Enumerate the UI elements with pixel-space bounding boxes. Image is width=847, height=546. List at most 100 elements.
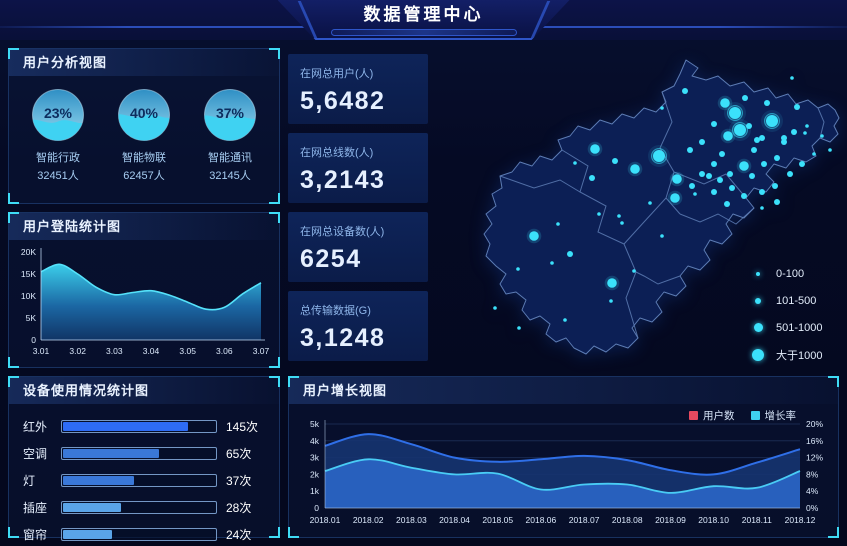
corner-accent <box>269 527 280 538</box>
bar-track <box>61 474 217 487</box>
gauge-count: 32451人 <box>37 170 79 182</box>
stat-label: 在网总设备数(人) <box>300 226 385 238</box>
scatter-points <box>493 76 832 330</box>
map-outline <box>483 59 840 355</box>
stat-card-total-devices: 在网总设备数(人) 6254 <box>288 212 428 282</box>
bar-value: 28次 <box>226 501 252 515</box>
corner-accent <box>269 212 280 223</box>
bar-fill <box>63 503 121 512</box>
legend-label: 大于1000 <box>776 349 823 362</box>
svg-text:2018.03: 2018.03 <box>396 515 427 525</box>
bar-value: 145次 <box>226 420 259 434</box>
svg-text:0: 0 <box>31 335 36 345</box>
legend-label: 101-500 <box>776 294 817 307</box>
stat-value: 6254 <box>300 245 362 273</box>
svg-text:3.05: 3.05 <box>179 346 196 356</box>
corner-accent <box>269 357 280 368</box>
svg-text:2018.01: 2018.01 <box>310 515 341 525</box>
bar-fill <box>63 449 159 458</box>
liquid-gauge-comm[interactable]: 37% 智能通讯 32145人 <box>187 88 272 183</box>
corner-accent <box>269 376 280 387</box>
svg-text:1k: 1k <box>310 486 320 496</box>
svg-text:2018.08: 2018.08 <box>612 515 643 525</box>
bar-value: 65次 <box>226 447 252 461</box>
svg-text:2018.02: 2018.02 <box>353 515 384 525</box>
stat-card-total-users: 在网总用户(人) 5,6482 <box>288 54 428 124</box>
bar-category: 红外 <box>23 420 48 434</box>
svg-text:2k: 2k <box>310 469 320 479</box>
panel-user-analysis: 用户分析视图 23% 智能行政 32451人 40% 智能物联 62457人 3… <box>8 48 280 204</box>
stat-label: 总传输数据(G) <box>300 305 371 317</box>
svg-text:3.04: 3.04 <box>143 346 160 356</box>
svg-text:20%: 20% <box>806 419 823 429</box>
legend-label: 用户数 <box>703 410 735 422</box>
device-bar-chart[interactable]: 红外 145次 空调 65次 灯 37次 插座 28次 窗帘 <box>9 404 279 546</box>
bar-fill <box>63 530 112 539</box>
growth-area-chart[interactable]: 0 1k 2k 3k 4k 5k 0% 4% 8% 12% 16% 20% 2018.01 2018.02… <box>289 404 838 537</box>
liquid-gauge-circle: 40% <box>117 88 171 142</box>
bar-category: 窗帘 <box>23 528 48 542</box>
svg-text:2018.07: 2018.07 <box>569 515 600 525</box>
gauge-row: 23% 智能行政 32451人 40% 智能物联 62457人 37% 智能通讯… <box>9 76 279 183</box>
legend-label: 增长率 <box>764 410 797 422</box>
panel-user-growth: 用户增长视图 用户数 增长率 0 1k 2k 3k 4k 5k 0% 4% 8% 12% 16% 20… <box>288 376 839 538</box>
stat-card-total-lines: 在网总线数(人) 3,2143 <box>288 133 428 203</box>
liquid-gauge-iot[interactable]: 40% 智能物联 62457人 <box>101 88 186 183</box>
legend-row-0-100[interactable]: 0-100 <box>750 260 823 287</box>
svg-text:3.02: 3.02 <box>69 346 86 356</box>
panel-title-user-analysis: 用户分析视图 <box>9 49 279 76</box>
svg-text:3.07: 3.07 <box>253 346 270 356</box>
svg-text:4k: 4k <box>310 436 320 446</box>
svg-text:3.03: 3.03 <box>106 346 123 356</box>
legend-item-growth-rate[interactable]: 增长率 <box>750 408 797 423</box>
stat-value: 3,2143 <box>300 166 386 194</box>
corner-accent <box>8 527 19 538</box>
svg-text:5k: 5k <box>310 419 320 429</box>
svg-text:12%: 12% <box>806 453 823 463</box>
svg-text:8%: 8% <box>806 469 819 479</box>
bar-row-ac: 空调 65次 <box>23 441 265 466</box>
stat-label: 在网总用户(人) <box>300 68 374 80</box>
gauge-count: 62457人 <box>123 170 165 182</box>
gauge-label: 智能行政 <box>36 152 80 164</box>
gauge-percent: 40% <box>129 105 159 121</box>
svg-text:15K: 15K <box>21 269 36 279</box>
legend-row-501-1000[interactable]: 501-1000 <box>750 314 823 341</box>
legend-row-gt1000[interactable]: 大于1000 <box>750 341 823 368</box>
svg-text:3.01: 3.01 <box>33 346 50 356</box>
svg-text:2018.04: 2018.04 <box>439 515 470 525</box>
header-bar: 数据管理中心 <box>0 0 847 40</box>
bar-fill <box>63 422 188 431</box>
map-panel: 0-100 101-500 501-1000 大于1000 <box>432 46 842 370</box>
bar-value: 24次 <box>226 528 252 542</box>
svg-text:0%: 0% <box>806 503 819 513</box>
svg-text:2018.09: 2018.09 <box>655 515 686 525</box>
svg-text:4%: 4% <box>806 486 819 496</box>
gauge-percent: 37% <box>215 105 245 121</box>
map-internal-borders <box>499 91 825 339</box>
svg-text:20K: 20K <box>21 247 36 257</box>
bar-track <box>61 420 217 433</box>
legend-row-101-500[interactable]: 101-500 <box>750 287 823 314</box>
legend-item-users[interactable]: 用户数 <box>689 408 735 423</box>
gauge-label: 智能物联 <box>122 152 166 164</box>
svg-text:5K: 5K <box>26 313 37 323</box>
legend-dot-icon <box>753 323 763 332</box>
legend-swatch-users <box>689 411 698 420</box>
svg-text:3.06: 3.06 <box>216 346 233 356</box>
corner-accent <box>8 212 19 223</box>
bar-row-socket: 插座 28次 <box>23 495 265 520</box>
login-area-chart[interactable]: 0 5K 10K 15K 20K 3.01 3.02 3.03 3.04 3.05 3.06 3.07 <box>9 240 279 366</box>
legend-label: 0-100 <box>776 267 805 280</box>
svg-text:10K: 10K <box>21 291 36 301</box>
corner-accent <box>288 376 299 387</box>
bar-category: 插座 <box>23 501 48 515</box>
stat-value: 3,1248 <box>300 324 386 352</box>
province-scatter-map[interactable] <box>432 46 842 370</box>
stat-card-total-data: 总传输数据(G) 3,1248 <box>288 291 428 361</box>
bar-row-infrared: 红外 145次 <box>23 414 265 439</box>
liquid-gauge-admin[interactable]: 23% 智能行政 32451人 <box>15 88 100 183</box>
svg-text:2018.12: 2018.12 <box>785 515 816 525</box>
panel-title-login-stats: 用户登陆统计图 <box>9 213 279 240</box>
